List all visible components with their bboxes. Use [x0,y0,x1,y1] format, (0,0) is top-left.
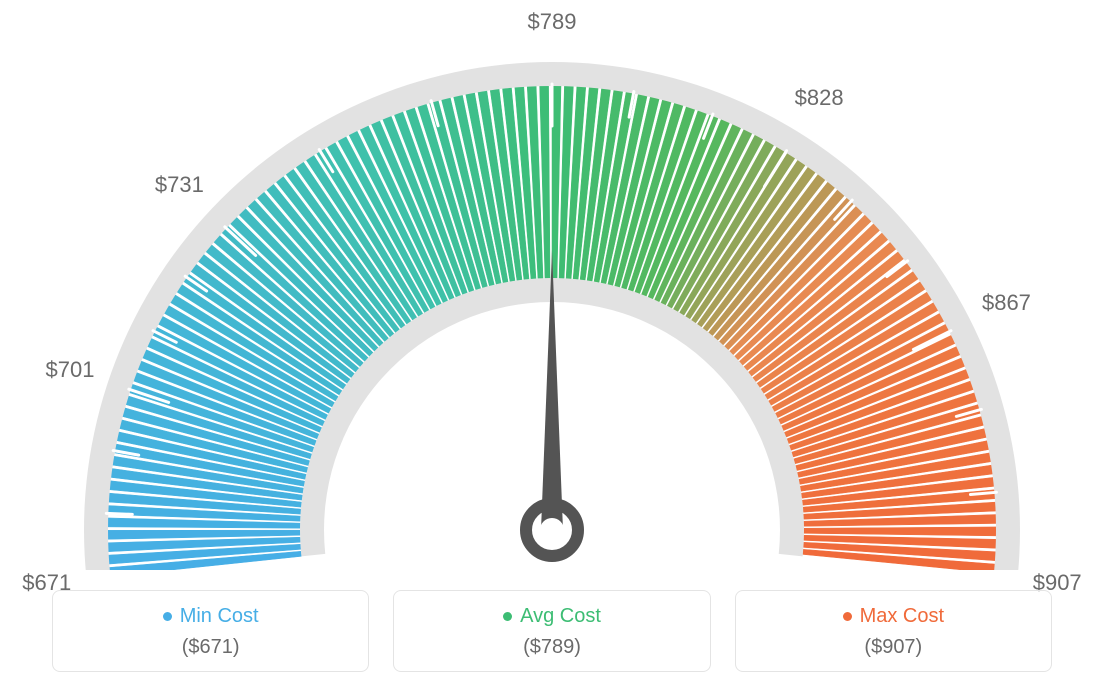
legend-value-min: ($671) [53,636,368,659]
gauge-tick-label: $731 [155,172,204,198]
legend-card-avg: Avg Cost ($789) [393,590,710,672]
legend-title-max: Max Cost [843,605,944,628]
legend-dot-avg [503,612,512,621]
legend-value-max: ($907) [736,636,1051,659]
legend-card-min: Min Cost ($671) [52,590,369,672]
gauge-svg [0,0,1104,570]
legend-title-avg: Avg Cost [503,605,601,628]
legend-dot-max [843,612,852,621]
gauge-tick-label: $867 [982,290,1031,316]
gauge-chart: $671$701$731$789$828$867$907 [0,0,1104,570]
legend-value-avg: ($789) [394,636,709,659]
legend-dot-min [163,612,172,621]
legend-row: Min Cost ($671) Avg Cost ($789) Max Cost… [0,590,1104,672]
gauge-tick-label: $701 [46,357,95,383]
legend-label-max: Max Cost [860,605,944,628]
legend-title-min: Min Cost [163,605,259,628]
legend-label-avg: Avg Cost [520,605,601,628]
legend-card-max: Max Cost ($907) [735,590,1052,672]
gauge-tick-label: $828 [795,85,844,111]
gauge-tick-label: $789 [528,9,577,35]
legend-label-min: Min Cost [180,605,259,628]
